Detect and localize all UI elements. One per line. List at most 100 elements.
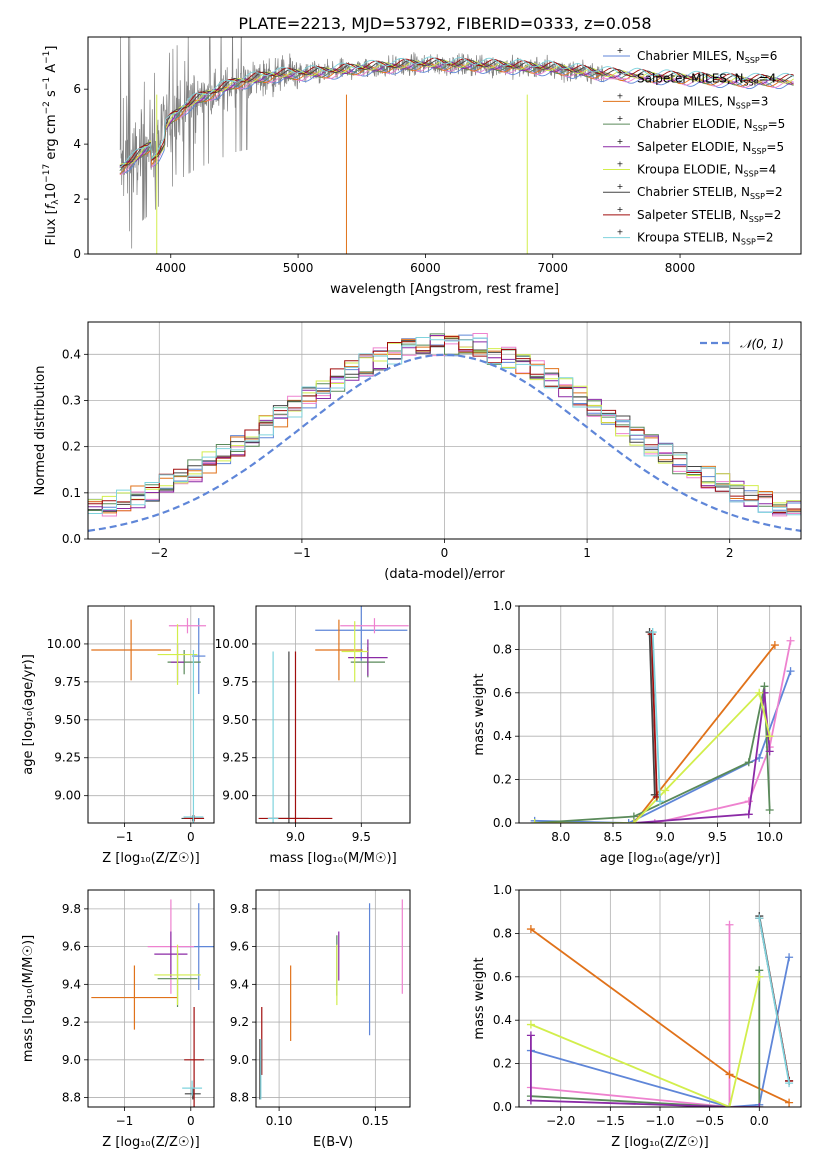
legend-name: Kroupa MILES xyxy=(637,94,719,108)
y-tick-label: 0.2 xyxy=(62,440,81,454)
legend-marker: + xyxy=(617,137,624,146)
y-tick-label: 0.4 xyxy=(62,347,81,361)
axes-frame xyxy=(518,889,802,1108)
legend-eq: = xyxy=(751,94,761,108)
x-tick-label: 0.0 xyxy=(750,1114,769,1128)
weight-line xyxy=(758,918,790,1084)
legend-sep: , N xyxy=(735,140,752,154)
y-tick-label: 9.6 xyxy=(62,940,81,954)
x-tick-label: 9.5 xyxy=(352,830,371,844)
plot-area xyxy=(88,606,214,823)
weight-point xyxy=(648,628,657,637)
legend-sep: , N xyxy=(719,94,736,108)
x-tick-label: 9.0 xyxy=(656,830,675,844)
x-tick-label: −1.5 xyxy=(596,1114,625,1128)
weight-point xyxy=(661,786,670,795)
x-tick-label: −2 xyxy=(150,546,168,560)
panel-weight-vs-age: 8.0 8.5 9.0 9.5 10.0 0.0 0.2 0.4 0.6 0.8 1.0 age [l… xyxy=(472,599,802,866)
axes-frame xyxy=(255,889,411,1108)
legend-entry: Kroupa STELIB, NSSP=2 xyxy=(637,231,774,247)
axes-frame xyxy=(255,605,411,824)
legend-sub: SSP xyxy=(745,56,760,65)
weight-point xyxy=(526,925,535,934)
legend-marker: + xyxy=(617,69,624,78)
y-tick-label: 9.4 xyxy=(62,977,81,991)
panel-age-vs-mass: 9.0 9.5 9.00 9.25 9.50 9.75 10.00 mass [log₁₀(M… xyxy=(215,605,411,866)
legend-sub: SSP xyxy=(744,79,759,88)
weight-point xyxy=(526,1020,535,1029)
x-tick-label: −1.0 xyxy=(645,1114,674,1128)
legend-nssp: 2 xyxy=(766,231,774,245)
y-tick-label: 8.8 xyxy=(230,1091,249,1105)
x-axis-label: mass [log₁₀(M/M☉)] xyxy=(269,851,396,866)
legend-entry: 𝒩(0, 1) xyxy=(740,337,784,351)
y-tick-label: 9.25 xyxy=(54,751,81,765)
weight-point xyxy=(725,1070,734,1079)
y-tick-label: 0.6 xyxy=(493,970,512,984)
x-tick-label: 9.0 xyxy=(286,830,305,844)
y-axis-label: Flux [fλ10−17 erg cm−2 s−1 A−1] xyxy=(42,46,61,246)
legend-eq: = xyxy=(759,72,769,86)
legend-sub: SSP xyxy=(741,238,756,247)
weight-point xyxy=(744,810,753,819)
weight-point xyxy=(725,920,734,929)
residual-histogram xyxy=(88,337,801,516)
x-tick-label: −0.5 xyxy=(695,1114,724,1128)
weight-point xyxy=(785,1079,794,1088)
legend-name: Chabrier STELIB xyxy=(637,185,733,199)
y-tick-label: 0.0 xyxy=(62,532,81,546)
y-tick-label: 9.2 xyxy=(62,1015,81,1029)
weight-line xyxy=(530,970,761,1107)
plot-area xyxy=(519,606,801,823)
x-tick-label: 0 xyxy=(187,1114,195,1128)
x-tick-label: −2.0 xyxy=(546,1114,575,1128)
legend-marker: + xyxy=(617,46,624,55)
y-tick-label: 9.75 xyxy=(54,675,81,689)
legend-eq: = xyxy=(759,163,769,177)
normal-curve xyxy=(88,353,801,532)
x-tick-label: −1 xyxy=(116,1114,134,1128)
panel-age-vs-Z: −1 0 9.00 9.25 9.50 9.75 10.00 Z [log₁₀(Z/Z☉)] a… xyxy=(21,605,215,866)
weight-line xyxy=(534,670,792,823)
legend-name: Salpeter STELIB xyxy=(637,208,732,222)
y-axis-label: mass [log₁₀(M/M☉)] xyxy=(21,935,36,1062)
y-tick-label: 9.00 xyxy=(222,789,249,803)
weight-line xyxy=(530,957,790,1107)
panel-mass-vs-ebv: 0.10 0.15 8.8 9.0 9.2 9.4 9.6 9.8 E(B-V) xyxy=(230,889,411,1150)
weight-point xyxy=(755,1103,764,1107)
weight-point xyxy=(755,914,764,923)
weight-line xyxy=(530,976,761,1107)
y-tick-label: 0.0 xyxy=(493,816,512,830)
weight-point xyxy=(755,972,764,981)
weight-point xyxy=(755,688,764,697)
x-tick-label: 8.0 xyxy=(551,830,570,844)
y-tick-label: 0 xyxy=(73,247,81,261)
weight-point xyxy=(650,819,659,823)
legend-name: Chabrier MILES xyxy=(637,49,728,63)
legend-eq: = xyxy=(765,185,775,199)
x-tick-label: 8000 xyxy=(665,261,696,275)
y-tick-label: 0.6 xyxy=(493,686,512,700)
y-tick-label: 10.00 xyxy=(215,637,249,651)
x-tick-label: −1 xyxy=(293,546,311,560)
x-tick-label: 0 xyxy=(441,546,449,560)
plot-area xyxy=(119,37,794,254)
legend-nssp: 4 xyxy=(769,163,777,177)
plot-area xyxy=(519,890,801,1107)
y-axis-label: age [log₁₀(age/yr)] xyxy=(21,654,36,775)
y-tick-label: 9.8 xyxy=(62,902,81,916)
axes-frame xyxy=(87,36,802,255)
plot-area xyxy=(88,322,801,539)
x-axis-label: age [log₁₀(age/yr)] xyxy=(600,851,721,866)
y-tick-label: 9.2 xyxy=(230,1015,249,1029)
weight-point xyxy=(770,641,779,650)
y-axis-label: Normed distribution xyxy=(33,366,48,496)
legend-entry: Salpeter MILES, NSSP=4 xyxy=(637,72,776,88)
y-tick-label: 0.0 xyxy=(493,1100,512,1114)
weight-point xyxy=(786,667,795,676)
y-tick-label: 9.6 xyxy=(230,940,249,954)
legend-sep: , N xyxy=(728,49,745,63)
legend-nssp: 3 xyxy=(761,94,769,108)
legend-nssp: 2 xyxy=(775,185,783,199)
